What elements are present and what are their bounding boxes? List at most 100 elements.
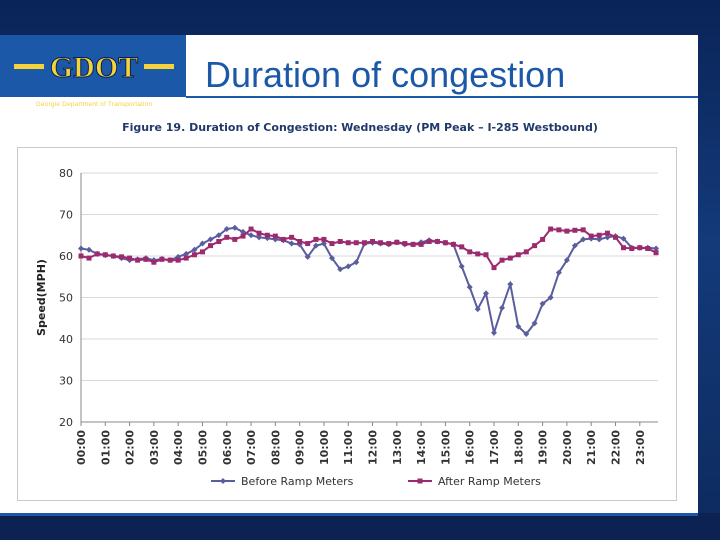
x-tick-label: 14:00 xyxy=(415,430,428,465)
data-point xyxy=(94,251,100,257)
data-point xyxy=(507,281,514,288)
data-point xyxy=(320,240,327,247)
data-point xyxy=(329,241,335,247)
data-point xyxy=(151,259,157,265)
x-tick-label: 21:00 xyxy=(585,430,598,465)
data-point xyxy=(305,241,311,247)
data-point xyxy=(110,253,116,259)
data-point xyxy=(321,236,327,242)
data-point xyxy=(523,249,529,255)
data-point xyxy=(402,241,408,247)
logo-caption: Georgie Department of Transportation xyxy=(35,101,153,108)
data-point xyxy=(119,254,125,260)
data-point xyxy=(386,241,392,247)
data-point xyxy=(135,257,141,263)
data-point xyxy=(483,252,489,258)
logo-mark-text: GDOT xyxy=(50,51,138,84)
data-point xyxy=(418,241,424,247)
x-tick-label: 11:00 xyxy=(342,430,355,465)
x-tick-label: 05:00 xyxy=(196,430,209,465)
data-point xyxy=(426,238,432,244)
data-point xyxy=(540,236,546,242)
data-point xyxy=(86,255,92,261)
data-point xyxy=(532,243,538,249)
data-point xyxy=(337,238,343,244)
x-tick-label: 23:00 xyxy=(634,430,647,465)
data-point xyxy=(353,240,359,246)
x-tick-label: 07:00 xyxy=(245,430,258,465)
data-point xyxy=(86,246,93,253)
data-point xyxy=(459,244,465,250)
data-point xyxy=(434,238,440,244)
data-point xyxy=(596,236,603,243)
data-point xyxy=(499,257,505,263)
chart-frame: 20 30 40 50 60 70 80 00:00 01:00 02:00 03:00 04:00 0… xyxy=(17,147,677,501)
data-point xyxy=(289,234,295,240)
x-tick-label: 09:00 xyxy=(294,430,307,465)
data-point xyxy=(231,224,238,231)
data-point xyxy=(442,240,448,246)
data-point xyxy=(240,233,246,239)
data-point xyxy=(78,245,84,252)
data-point xyxy=(183,255,189,261)
x-tick-label: 16:00 xyxy=(464,430,477,465)
data-point xyxy=(313,236,319,242)
x-tick-label: 03:00 xyxy=(148,430,161,465)
data-point xyxy=(604,234,611,241)
data-point xyxy=(207,243,213,249)
data-point xyxy=(450,241,456,247)
x-tick-label: 06:00 xyxy=(221,430,234,465)
data-point xyxy=(264,232,270,238)
data-point xyxy=(248,226,254,232)
y-tick-label: 20 xyxy=(59,416,73,429)
data-point xyxy=(272,233,278,239)
data-point xyxy=(467,249,473,255)
y-tick-label: 70 xyxy=(59,209,73,222)
data-point xyxy=(312,242,319,249)
x-tick-label: 12:00 xyxy=(367,430,380,465)
data-point xyxy=(539,300,546,307)
y-tick-label: 30 xyxy=(59,375,73,388)
y-tick-label: 40 xyxy=(59,333,73,346)
data-point xyxy=(159,256,165,262)
x-tick-label: 19:00 xyxy=(537,430,550,465)
data-point xyxy=(345,240,351,246)
series-line-2 xyxy=(80,227,657,270)
y-tick-label: 50 xyxy=(59,292,73,305)
x-tick-label: 13:00 xyxy=(391,430,404,465)
data-point xyxy=(223,226,230,233)
y-tick-label: 80 xyxy=(59,167,73,180)
y-axis-label: Speed(MPH) xyxy=(35,259,48,336)
x-tick-label: 08:00 xyxy=(269,430,282,465)
data-point xyxy=(175,257,181,263)
x-tick-label: 20:00 xyxy=(561,430,574,465)
footer-divider xyxy=(0,513,698,516)
legend-marker xyxy=(220,478,226,484)
legend-label: Before Ramp Meters xyxy=(241,475,354,488)
data-point xyxy=(297,238,303,244)
data-point xyxy=(199,240,206,247)
x-tick-label: 04:00 xyxy=(172,430,185,465)
data-point xyxy=(645,246,651,252)
data-point xyxy=(143,256,149,262)
data-point xyxy=(175,253,182,260)
data-point xyxy=(556,227,562,233)
speed-line-chart: 20 30 40 50 60 70 80 00:00 01:00 02:00 03:00 04:00 0… xyxy=(35,167,660,488)
series-line-1 xyxy=(80,226,657,337)
data-point xyxy=(304,253,311,260)
data-point xyxy=(256,234,263,241)
data-point xyxy=(604,230,610,236)
data-point xyxy=(580,227,586,233)
gdot-logo: GDOT Georgie Department of Transportatio… xyxy=(0,35,186,108)
data-point xyxy=(499,304,506,311)
data-point xyxy=(491,329,498,336)
data-point xyxy=(337,266,344,273)
data-point xyxy=(183,250,190,257)
data-point xyxy=(248,232,255,239)
data-point xyxy=(410,241,416,247)
data-point xyxy=(394,239,400,245)
data-point xyxy=(78,253,84,259)
data-point xyxy=(256,230,262,236)
data-point xyxy=(102,252,108,258)
figure-caption: Figure 19. Duration of Congestion: Wedne… xyxy=(122,121,598,134)
